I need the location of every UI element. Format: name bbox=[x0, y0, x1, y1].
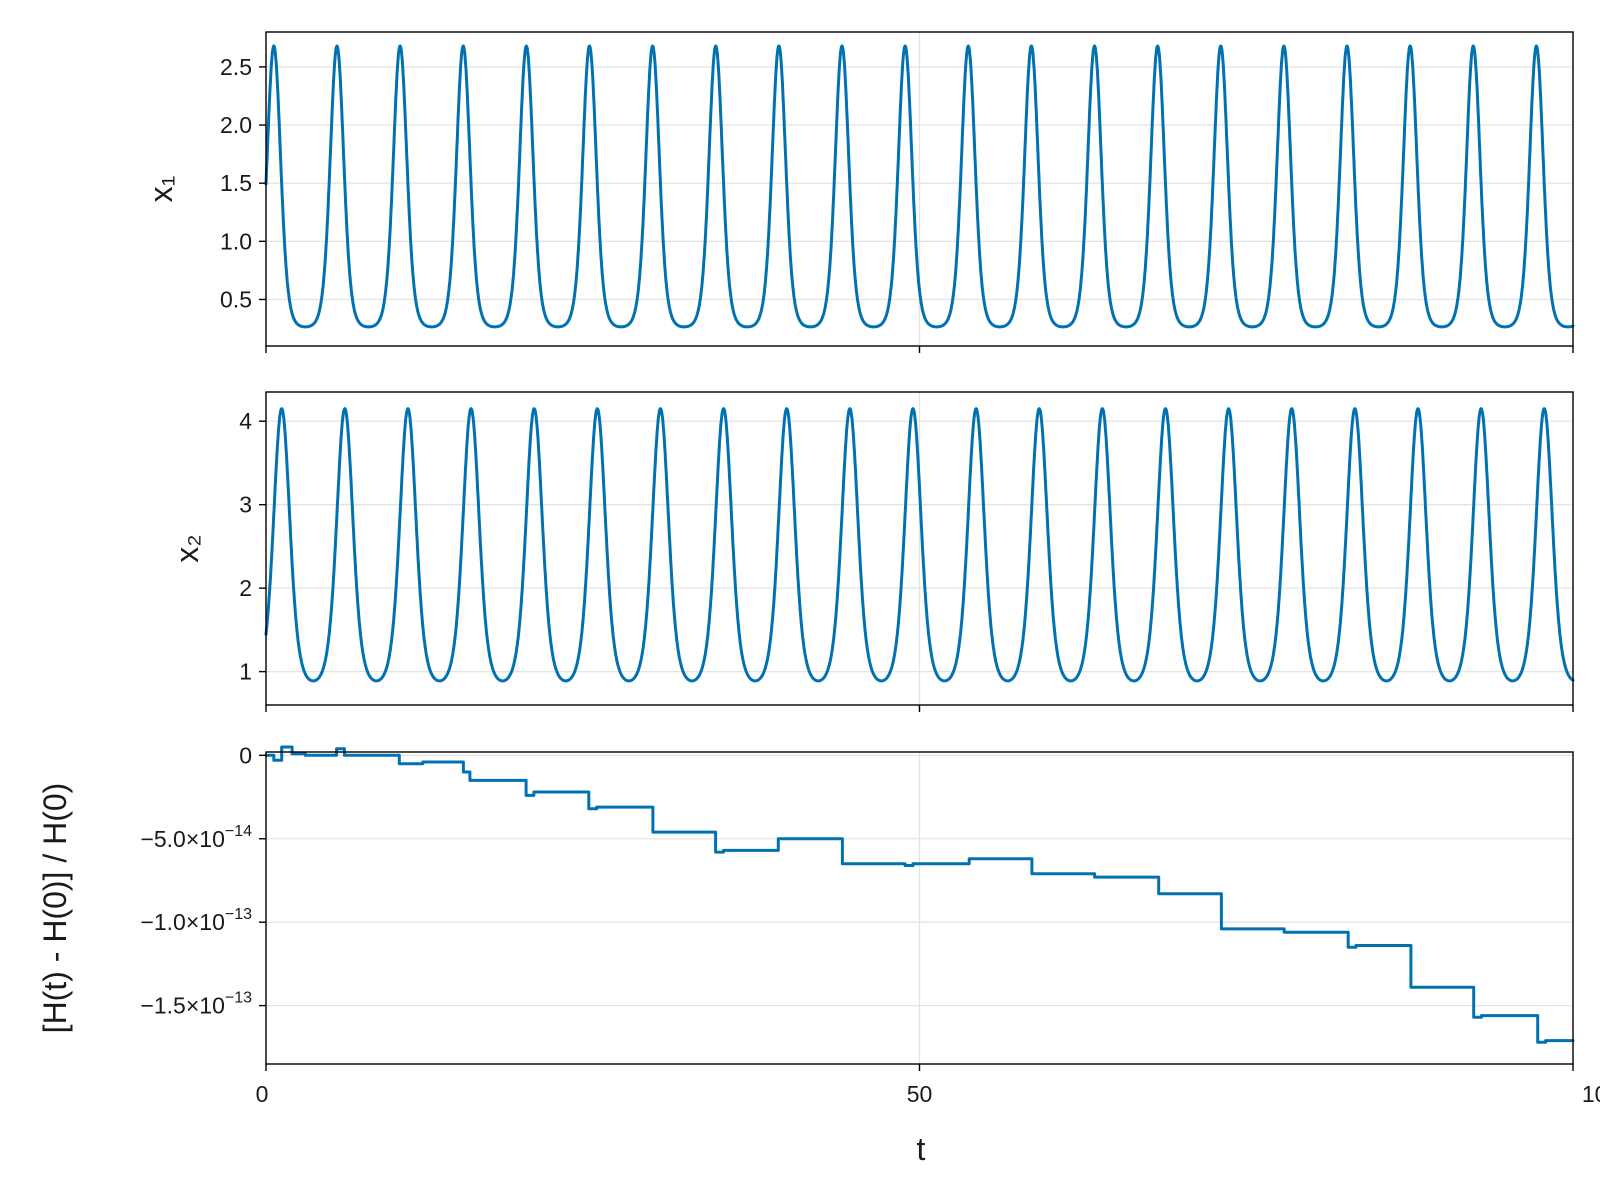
y-tick-label: 2.5 bbox=[220, 54, 252, 80]
y-tick-label: 0 bbox=[239, 742, 252, 768]
y-tick-label: 1.5 bbox=[220, 170, 252, 196]
y-tick-label: 1 bbox=[239, 659, 252, 685]
y-tick-label: 4 bbox=[239, 408, 252, 434]
y-tick-label: −5.0×10−14 bbox=[140, 823, 252, 852]
panel-x2: 1 2 3 4 x₂ bbox=[169, 391, 1575, 712]
y-axis-label: x₁ bbox=[143, 176, 179, 203]
y-tick-label: 2.0 bbox=[220, 112, 252, 138]
panel-x1: 0.5 1.0 1.5 2.0 2.5 x₁ bbox=[143, 31, 1575, 353]
x-tick-label: 100 bbox=[1582, 1081, 1600, 1107]
y-tick-label: 2 bbox=[239, 575, 252, 601]
y-tick-label: 3 bbox=[239, 492, 252, 518]
series-line bbox=[264, 407, 1575, 683]
panel-energy-error: 0 −5.0×10−14 −1.0×10−13 −1.5×10−13 0 50 100 [H(… bbox=[37, 742, 1600, 1107]
x-axis-label: t bbox=[917, 1131, 926, 1167]
y-tick-label: −1.5×10−13 bbox=[140, 990, 252, 1019]
x-tick-label: 50 bbox=[907, 1081, 933, 1107]
y-tick-label: −1.0×10−13 bbox=[140, 906, 252, 935]
y-tick-label: 1.0 bbox=[220, 228, 252, 254]
x-tick-label: 0 bbox=[256, 1081, 269, 1107]
y-tick-label: 0.5 bbox=[220, 286, 252, 312]
y-axis-label: [H(t) - H(0)] / H(0) bbox=[37, 783, 73, 1034]
series-line bbox=[264, 745, 1575, 1044]
y-axis-label: x₂ bbox=[169, 534, 205, 562]
series-line bbox=[264, 44, 1575, 329]
